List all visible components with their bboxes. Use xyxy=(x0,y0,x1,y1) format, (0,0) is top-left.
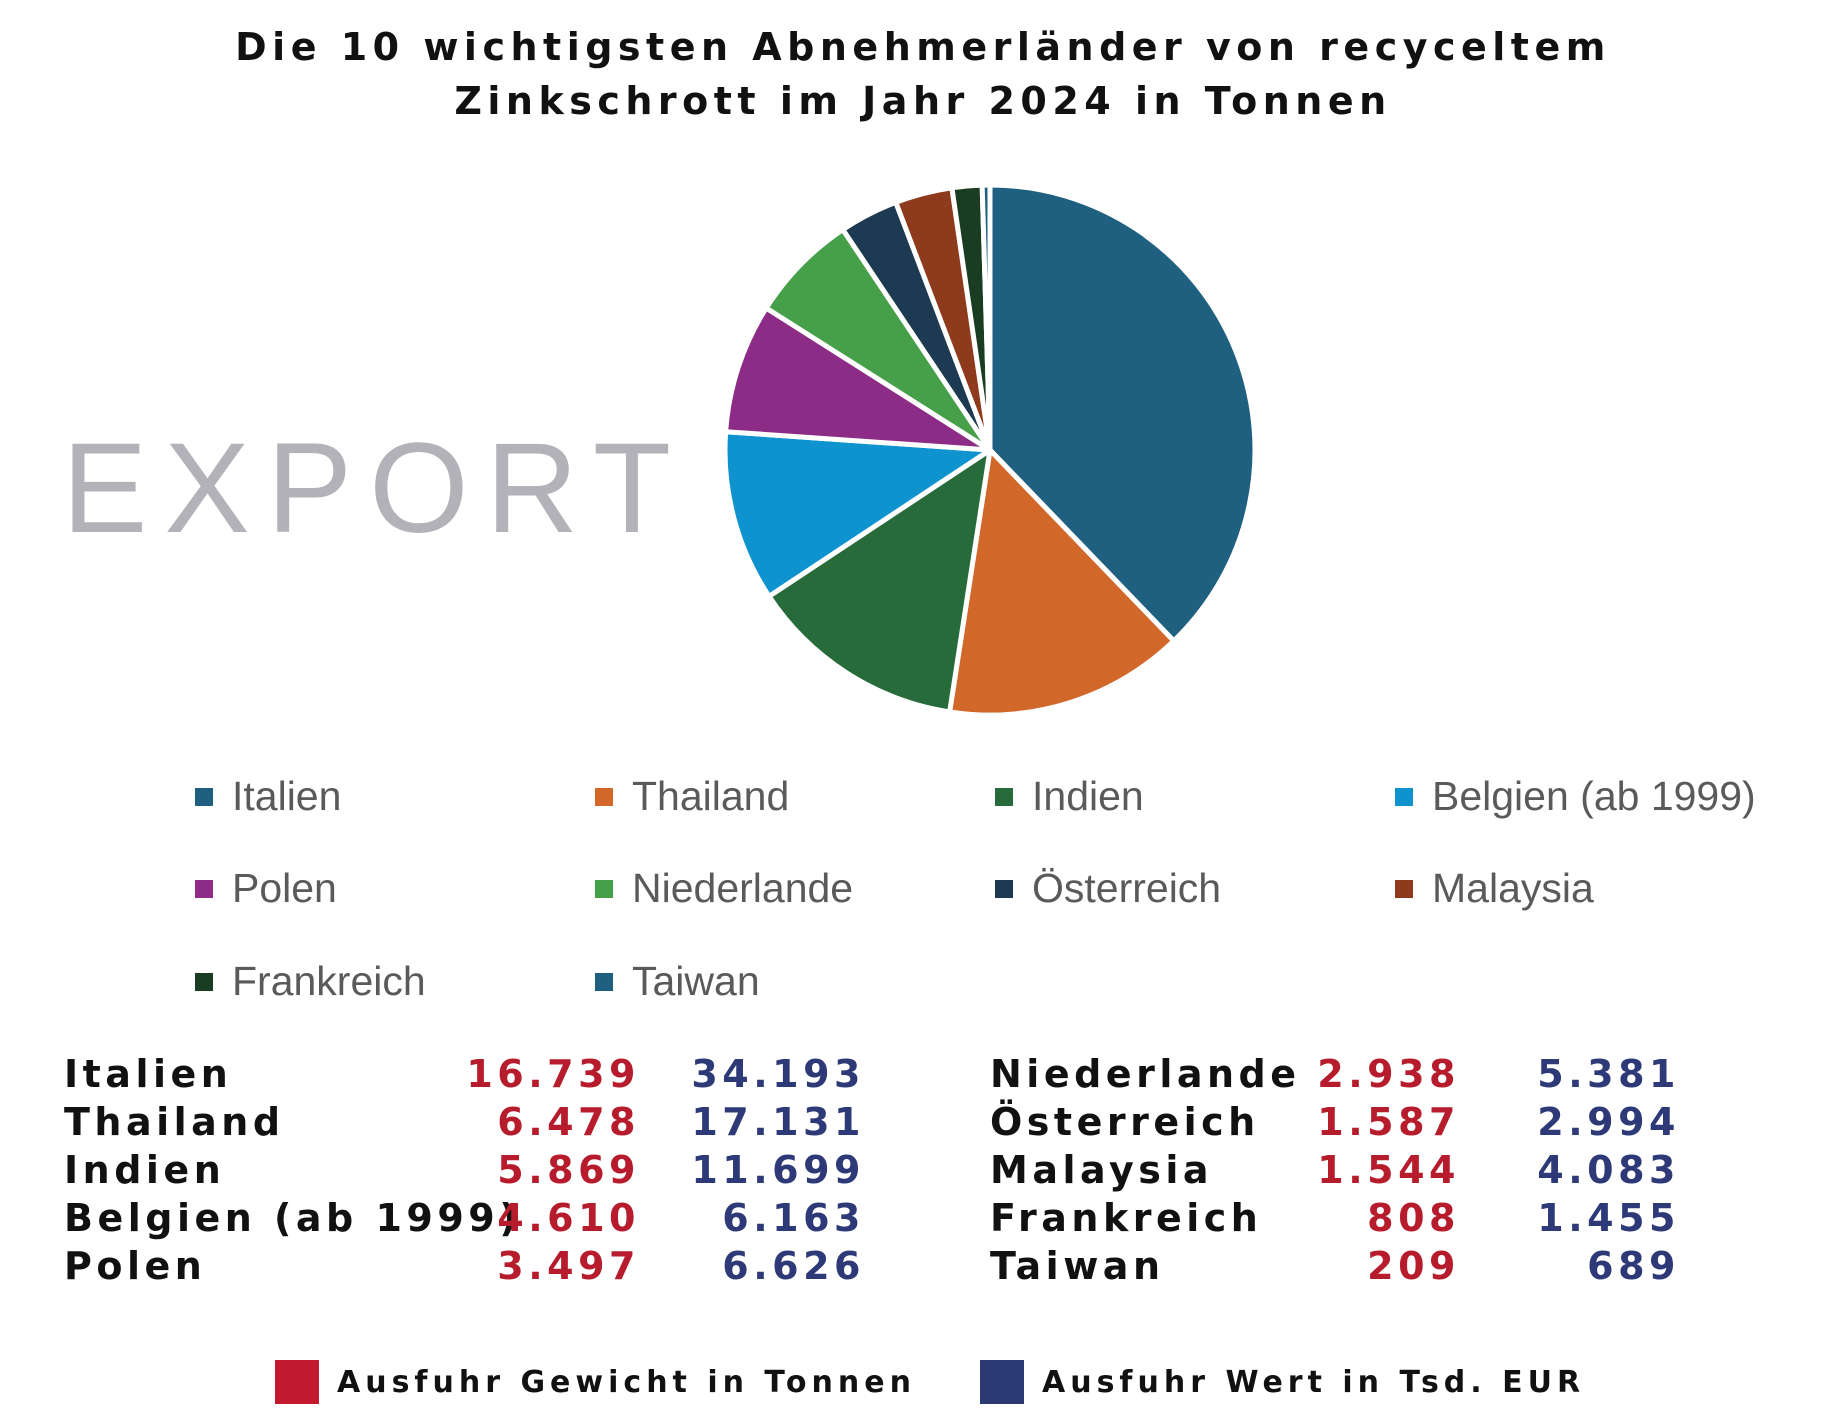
legend-label: Polen xyxy=(232,865,337,911)
chart-legend: Italien Thailand Indien Belgien (ab 1999) Po… xyxy=(195,773,1815,1043)
table-country: Taiwan xyxy=(990,1244,1165,1288)
table-row-indien: Indien 5.869 11.699 xyxy=(0,1146,1846,1194)
table-weight: 4.610 xyxy=(497,1196,640,1240)
legend-item-italien: Italien xyxy=(195,773,341,820)
weight-legend-label: Ausfuhr Gewicht in Tonnen xyxy=(337,1364,916,1400)
legend-label: Italien xyxy=(232,773,342,819)
legend-swatch xyxy=(995,879,1013,898)
table-row-niederlande: Niederlande 2.938 5.381 xyxy=(0,1050,1846,1098)
table-value: 11.699 xyxy=(691,1148,865,1192)
legend-label: Thailand xyxy=(632,773,790,819)
table-country: Italien xyxy=(64,1052,233,1096)
legend-item-belgien-ab-1999: Belgien (ab 1999) xyxy=(1395,773,1756,820)
table-weight: 808 xyxy=(1367,1196,1460,1240)
legend-label: Niederlande xyxy=(632,865,854,911)
legend-swatch xyxy=(195,972,213,991)
legend-item-malaysia: Malaysia xyxy=(1395,865,1594,912)
table-value: 6.163 xyxy=(722,1196,865,1240)
value-legend-item: Ausfuhr Wert in Tsd. EUR xyxy=(980,1360,1585,1404)
table-legend: Ausfuhr Gewicht in Tonnen Ausfuhr Wert i… xyxy=(0,1360,1846,1410)
table-country: Österreich xyxy=(990,1100,1260,1144)
table-country: Frankreich xyxy=(990,1196,1263,1240)
legend-swatch xyxy=(1395,879,1413,898)
table-value: 34.193 xyxy=(691,1052,865,1096)
table-weight: 3.497 xyxy=(497,1244,640,1288)
export-table: Italien 16.739 34.193 Thailand 6.478 17.131 In… xyxy=(0,1050,1846,1310)
pie-slice-taiwan xyxy=(979,182,993,453)
legend-item-polen: Polen xyxy=(195,865,337,912)
table-country: Thailand xyxy=(64,1100,285,1144)
chart-title: Die 10 wichtigsten Abnehmerländer von re… xyxy=(200,20,1646,128)
legend-swatch xyxy=(595,879,613,898)
legend-label: Malaysia xyxy=(1432,865,1594,911)
table-weight: 209 xyxy=(1367,1244,1460,1288)
table-row-polen: Polen 3.497 6.626 xyxy=(0,1242,1846,1290)
table-value: 689 xyxy=(1587,1244,1680,1288)
pie-chart xyxy=(722,182,1258,718)
table-value: 6.626 xyxy=(722,1244,865,1288)
table-row-italien: Italien 16.739 34.193 xyxy=(0,1050,1846,1098)
table-row-malaysia: Malaysia 1.544 4.083 xyxy=(0,1146,1846,1194)
legend-label: Frankreich xyxy=(232,958,426,1004)
weight-legend-swatch xyxy=(275,1360,319,1404)
legend-swatch xyxy=(995,787,1013,806)
table-weight: 1.587 xyxy=(1317,1100,1460,1144)
table-row-taiwan: Taiwan 209 689 xyxy=(0,1242,1846,1290)
table-weight: 1.544 xyxy=(1317,1148,1460,1192)
table-country: Belgien (ab 1999) xyxy=(64,1196,522,1240)
table-row-thailand: Thailand 6.478 17.131 xyxy=(0,1098,1846,1146)
legend-swatch xyxy=(195,787,213,806)
table-weight: 16.739 xyxy=(466,1052,640,1096)
table-row-belgien-ab-1999: Belgien (ab 1999) 4.610 6.163 xyxy=(0,1194,1846,1242)
table-value: 4.083 xyxy=(1537,1148,1680,1192)
table-value: 2.994 xyxy=(1537,1100,1680,1144)
table-value: 17.131 xyxy=(691,1100,865,1144)
chart-title-line-2: Zinkschrott im Jahr 2024 in Tonnen xyxy=(454,79,1392,123)
table-value: 1.455 xyxy=(1537,1196,1680,1240)
legend-item-taiwan: Taiwan xyxy=(595,958,760,1005)
legend-label: Österreich xyxy=(1032,865,1222,911)
legend-label: Taiwan xyxy=(632,958,760,1004)
table-weight: 2.938 xyxy=(1317,1052,1460,1096)
table-weight: 6.478 xyxy=(497,1100,640,1144)
table-row-oesterreich: Österreich 1.587 2.994 xyxy=(0,1098,1846,1146)
legend-swatch xyxy=(1395,787,1413,806)
pie-slice-polen xyxy=(723,305,993,453)
pie-slice-thailand xyxy=(947,447,1177,718)
legend-item-oesterreich: Österreich xyxy=(995,865,1221,912)
legend-swatch xyxy=(595,787,613,806)
chart-title-line-1: Die 10 wichtigsten Abnehmerländer von re… xyxy=(235,25,1611,69)
legend-item-frankreich: Frankreich xyxy=(195,958,426,1005)
legend-label: Indien xyxy=(1032,773,1144,819)
pie-slice-italien xyxy=(987,182,1258,644)
legend-item-niederlande: Niederlande xyxy=(595,865,853,912)
table-row-frankreich: Frankreich 808 1.455 xyxy=(0,1194,1846,1242)
value-legend-label: Ausfuhr Wert in Tsd. EUR xyxy=(1042,1364,1586,1400)
table-country: Polen xyxy=(64,1244,207,1288)
legend-item-thailand: Thailand xyxy=(595,773,789,820)
table-value: 5.381 xyxy=(1537,1052,1680,1096)
table-country: Niederlande xyxy=(990,1052,1301,1096)
table-country: Malaysia xyxy=(990,1148,1214,1192)
legend-label: Belgien (ab 1999) xyxy=(1432,773,1756,819)
value-legend-swatch xyxy=(980,1360,1024,1404)
table-country: Indien xyxy=(64,1148,226,1192)
legend-item-indien: Indien xyxy=(995,773,1144,820)
pie-slice-belgien-ab-1999 xyxy=(722,429,993,599)
weight-legend-item: Ausfuhr Gewicht in Tonnen xyxy=(275,1360,916,1404)
pie-slice-indien xyxy=(766,447,993,715)
table-weight: 5.869 xyxy=(497,1148,640,1192)
export-watermark: EXPORT xyxy=(62,417,688,560)
legend-swatch xyxy=(195,879,213,898)
legend-swatch xyxy=(595,972,613,991)
